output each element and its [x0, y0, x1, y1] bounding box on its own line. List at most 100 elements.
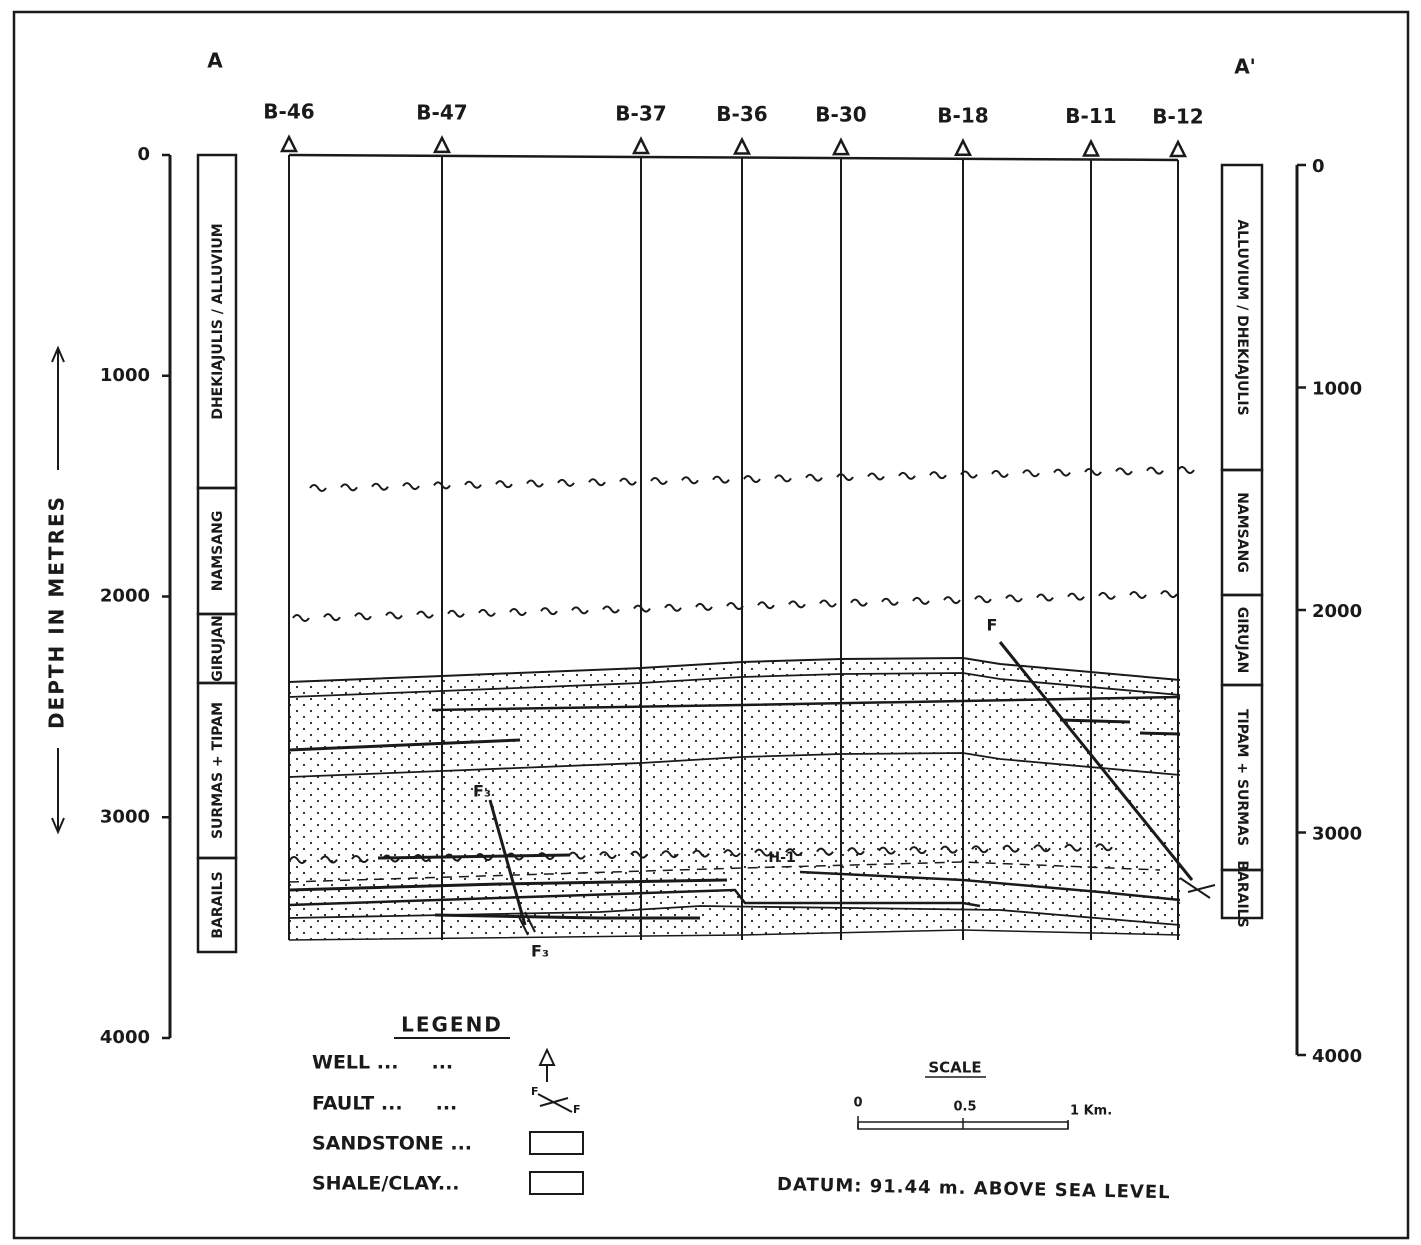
legend-item: FAULT ... ...: [312, 1093, 457, 1115]
well-label: B-37: [615, 101, 666, 125]
depth-label: DEPTH IN METRES: [45, 495, 69, 729]
unconformity-mark: [805, 473, 823, 482]
formation-label: GIRUJAN: [1234, 607, 1250, 674]
frame: [12, 10, 1410, 1240]
sandstone-symbol: [529, 1131, 584, 1155]
arrow-head: [51, 817, 65, 835]
tick-label: 3000: [1312, 824, 1362, 845]
legend-item: SANDSTONE ...: [312, 1133, 472, 1155]
bed-boundary: [1139, 731, 1181, 736]
tick-label: 0: [1312, 156, 1325, 177]
unconformity-mark: [650, 476, 668, 485]
unconformity-mark: [816, 847, 834, 856]
well-label: B-18: [937, 103, 988, 127]
fault: [488, 799, 527, 926]
unconformity-mark: [568, 851, 586, 860]
unconformity-mark: [475, 853, 493, 862]
well-label: B-11: [1065, 104, 1116, 128]
unconformity-mark: [1084, 467, 1102, 476]
unconformity-mark: [1064, 843, 1082, 852]
unconformity-mark: [867, 472, 885, 481]
well-symbol: [732, 136, 752, 155]
fault: [998, 641, 1194, 881]
bed-boundary: [288, 656, 1181, 683]
fault-label: F: [987, 616, 998, 635]
tick-label: 1000: [100, 365, 150, 386]
unconformity-mark: [819, 599, 837, 608]
unconformity-mark: [774, 474, 792, 483]
unconformity-mark: [971, 845, 989, 854]
formation-label: DHEKIAJULIS / ALLUVIUM: [210, 223, 226, 419]
unconformity-mark: [447, 609, 465, 618]
unconformity-mark: [681, 476, 699, 485]
unconformity-mark: [785, 848, 803, 857]
tick-label: 1000: [1312, 379, 1362, 400]
formation-label: BARAILS: [210, 871, 226, 938]
unconformity-mark: [478, 608, 496, 617]
tick-label: 4000: [100, 1027, 150, 1048]
formation-label: ALLUVIUM / DHEKIAJULIS: [1234, 219, 1250, 415]
unconformity-mark: [991, 469, 1009, 478]
arrow-head: [51, 345, 65, 363]
unconformity-mark: [940, 845, 958, 854]
unconformity-mark: [323, 613, 341, 622]
unconformity-mark: [444, 853, 462, 862]
unconformity-mark: [571, 606, 589, 615]
formation-label: NAMSANG: [1234, 492, 1250, 573]
unconformity-mark: [1053, 468, 1071, 477]
unconformity-mark: [382, 854, 400, 863]
legend-title: LEGEND: [401, 1013, 503, 1037]
unconformity-mark: [289, 856, 307, 864]
sandstone-body: [289, 658, 1180, 940]
unconformity-mark: [1115, 467, 1133, 476]
unconformity-mark: [385, 611, 403, 620]
bed-boundary: [288, 888, 981, 908]
unconformity-mark: [1095, 843, 1113, 852]
fault-symbol-label: F: [531, 1085, 539, 1098]
well-symbol: [953, 137, 973, 157]
datum-line: [288, 153, 1179, 162]
unconformity-mark: [788, 600, 806, 609]
unconformity-mark: [743, 475, 761, 484]
unconformity-mark: [602, 605, 620, 614]
strata: [279, 134, 1216, 941]
formation-label: BARAILS: [1234, 860, 1250, 927]
horizon-label: H-1: [768, 850, 795, 866]
unconformity-mark: [340, 483, 358, 492]
unconformity-mark: [526, 479, 544, 488]
tick-label: 3000: [100, 806, 150, 827]
unconformity-mark: [371, 482, 389, 491]
well-symbol: [1168, 139, 1188, 158]
scale-tick: 1 Km.: [1070, 1104, 1112, 1119]
bed-boundary: [288, 752, 1181, 778]
unconformity-mark: [850, 598, 868, 607]
datum-note: DATUM: 91.44 m. ABOVE SEA LEVEL: [777, 1174, 1171, 1203]
unconformity-mark: [712, 475, 730, 484]
unconformity-mark: [1098, 591, 1116, 600]
unconformity-mark: [320, 855, 338, 864]
unconformity-mark: [1129, 590, 1147, 599]
unconformity-mark: [692, 849, 710, 858]
section-end: A': [1234, 55, 1256, 79]
unconformity-mark: [619, 477, 637, 486]
formation-label: SURMAS + TIPAM: [210, 702, 226, 839]
unconformity-mark: [351, 855, 369, 863]
bed-boundary: [434, 913, 700, 920]
well-label: B-46: [263, 100, 314, 124]
legend-item: WELL ... ...: [312, 1052, 453, 1074]
unconformity-mark: [723, 849, 741, 858]
unconformity-mark: [878, 846, 896, 855]
unconformity-mark: [757, 601, 775, 610]
fault-offset: [517, 911, 536, 936]
unconformity-mark: [881, 597, 899, 606]
legend-item: SHALE/CLAY...: [312, 1173, 460, 1195]
tick-label: 2000: [100, 586, 150, 607]
unconformity-mark: [588, 478, 606, 487]
unconformity-mark: [726, 602, 744, 611]
unconformity-mark: [292, 614, 310, 622]
well-symbol: [1081, 138, 1101, 157]
scale-tick: 0.5: [953, 1100, 976, 1115]
unconformity-mark: [974, 595, 992, 604]
tick-label: 4000: [1312, 1046, 1362, 1067]
